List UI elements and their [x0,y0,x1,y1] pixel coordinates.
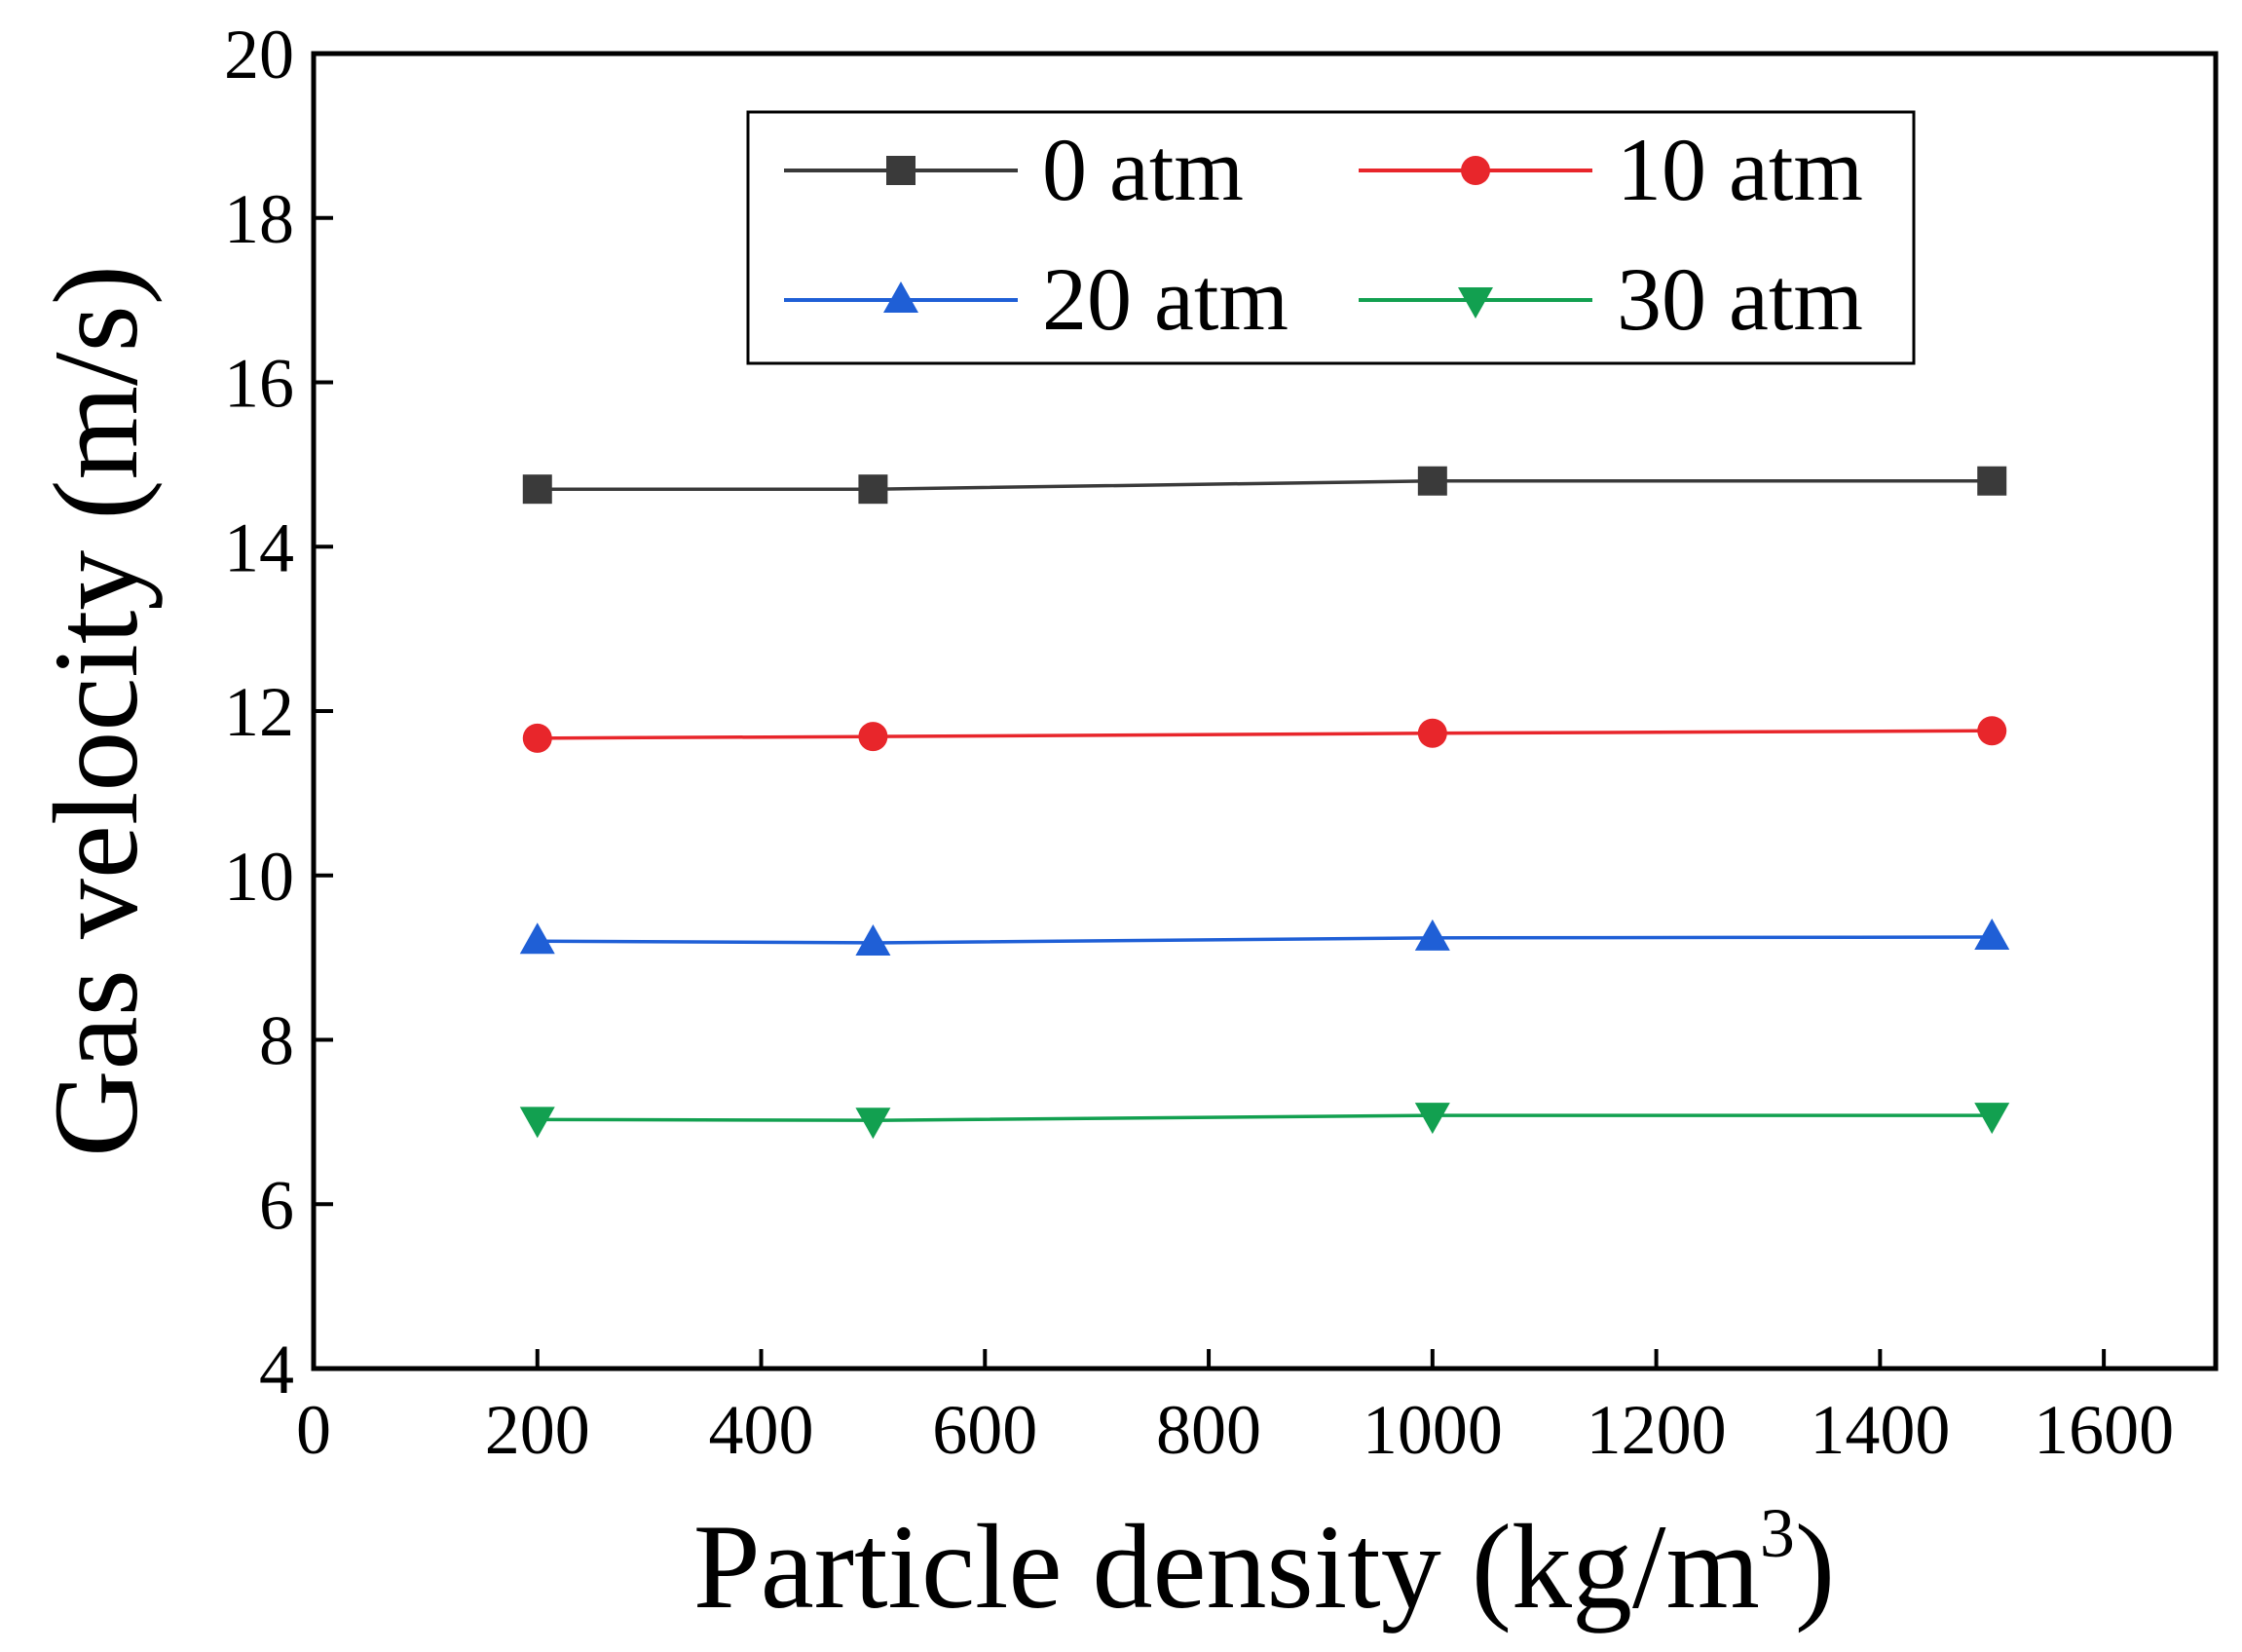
x-tick-label: 800 [1156,1391,1261,1469]
x-axis-title-superscript: 3 [1760,1494,1795,1572]
marker-triangle-down [1974,1103,2010,1135]
marker-triangle-up [1414,919,1450,951]
marker-triangle-up [855,923,891,956]
series-0-atm [522,466,2007,505]
series-line [537,1113,1993,1122]
legend: 0 atm 10 atm 20 atm 30 atm [746,110,1916,365]
marker-triangle-down [1458,287,1493,319]
x-axis-title: Particle density (kg/m3) [693,1494,1835,1633]
y-axis-title: Gas velocity (m/s) [29,265,163,1157]
marker-triangle-down [1414,1103,1450,1135]
y-tick-label: 10 [224,838,294,916]
marker-triangle-up [519,922,555,955]
marker-square [1977,466,2007,496]
x-tick-label: 1000 [1363,1391,1503,1469]
series-30-atm [519,1103,2010,1140]
x-tick-label: 1200 [1587,1391,1727,1469]
marker-circle [858,722,888,752]
marker-square [1417,466,1447,496]
legend-box [746,110,1916,365]
marker-triangle-down [855,1108,891,1140]
marker-triangle-up [883,282,918,313]
marker-circle [522,723,552,753]
legend-label: 10 atm [1617,120,1863,219]
series-line [537,479,1993,491]
axis-ticks [312,52,2107,1370]
x-tick-label: 200 [485,1391,590,1469]
x-axis-title-text: Particle density (kg/m [693,1500,1760,1633]
marker-triangle-down [519,1107,555,1139]
y-tick-label: 6 [259,1166,294,1244]
legend-label: 30 atm [1617,249,1863,349]
x-axis-title-close: ) [1795,1500,1835,1633]
legend-label: 0 atm [1042,120,1244,219]
series-10-atm [522,716,2007,753]
x-tick-label: 0 [296,1391,331,1469]
legend-label: 20 atm [1042,249,1289,349]
y-tick-label: 14 [224,508,294,586]
marker-triangle-up [1974,919,2010,951]
tick-labels: 0 200 400 600 800 1000 1200 1400 1600 4 6 8 10 12 14 16… [224,16,2174,1469]
marker-square [858,474,888,505]
y-tick-label: 20 [224,16,294,94]
x-tick-label: 400 [709,1391,814,1469]
series-line [537,935,1993,945]
legend-item-10-atm: 10 atm [1359,120,1863,219]
legend-item-30-atm: 30 atm [1359,249,1863,349]
series-line [537,729,1993,740]
marker-square [522,474,552,505]
legend-item-0-atm: 0 atm [784,120,1244,219]
x-tick-label: 1400 [1810,1391,1950,1469]
marker-circle [1977,716,2007,746]
y-tick-label: 18 [224,180,294,258]
y-tick-label: 4 [259,1331,294,1408]
marker-circle [1417,718,1447,748]
y-tick-label: 16 [224,345,294,423]
series-20-atm [519,919,2010,956]
x-tick-label: 1600 [2034,1391,2174,1469]
marker-square [886,156,915,185]
legend-item-20-atm: 20 atm [784,249,1289,349]
series-group [519,466,2010,1140]
marker-circle [1461,156,1490,185]
x-tick-label: 600 [932,1391,1037,1469]
y-tick-label: 12 [224,673,294,751]
y-tick-label: 8 [259,1002,294,1080]
